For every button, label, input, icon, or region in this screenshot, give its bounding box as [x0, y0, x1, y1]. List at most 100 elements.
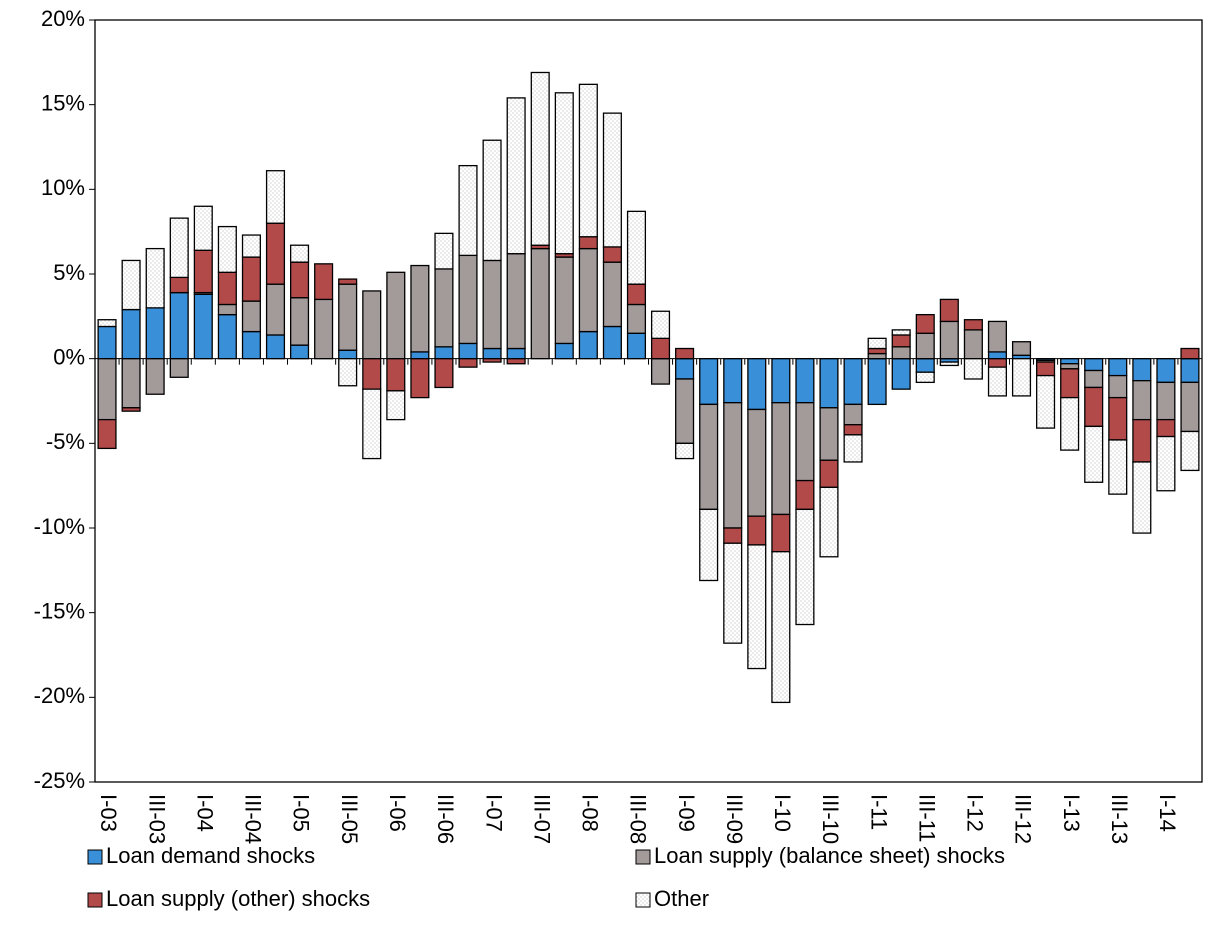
y-tick-label: 10% [41, 175, 85, 200]
bar-segment [578, 236, 598, 250]
bar-segment [169, 217, 189, 279]
bar-segment [482, 259, 502, 350]
bar-segment [1156, 381, 1176, 421]
bar-segment [193, 249, 213, 294]
bar-segment [602, 325, 622, 360]
bar-segment [891, 346, 911, 360]
bar-segment [241, 234, 261, 258]
legend-swatch [635, 892, 651, 908]
bar-segment [602, 246, 622, 263]
bar-segment [265, 222, 286, 285]
x-tick-label: III-05 [337, 794, 362, 844]
bar-segment [819, 486, 839, 558]
bar-segment [867, 358, 887, 406]
bar-segment [265, 334, 286, 360]
bar-segment [723, 358, 743, 404]
bar-segment [1108, 358, 1128, 377]
bar-segment [867, 337, 887, 350]
x-tick-label: III-06 [433, 794, 458, 844]
bar-segment [434, 268, 454, 348]
bar-segment [626, 332, 647, 360]
bar-segment [217, 225, 237, 273]
bar-segment [723, 527, 743, 544]
bar-segment [482, 347, 502, 360]
bar-segment [578, 247, 598, 333]
bar-segment [771, 513, 791, 553]
x-tick-label: III-12 [1011, 794, 1036, 844]
bar-segment [1084, 369, 1104, 389]
bar-segment [217, 313, 237, 360]
bar-segment [458, 164, 478, 257]
bar-segment [819, 407, 839, 461]
bar-segment [1180, 358, 1200, 384]
bar-segment [290, 344, 310, 360]
bar-segment [410, 358, 430, 399]
bar-segment [1132, 461, 1152, 534]
bar-segment [193, 205, 213, 251]
legend-swatch [87, 892, 103, 908]
bar-segment [458, 358, 478, 368]
bar-segment [675, 347, 695, 360]
x-tick-label: III-07 [529, 794, 554, 844]
bar-segment [121, 259, 141, 311]
bar-segment [169, 291, 189, 360]
bar-segment [145, 307, 165, 360]
bar-segment [891, 329, 911, 336]
x-tick-label: I-07 [481, 794, 506, 832]
bar-segment [362, 290, 382, 360]
bar-segment [386, 358, 406, 392]
bar-segment [338, 358, 358, 387]
bar-segment [1108, 374, 1128, 399]
bar-segment [843, 424, 863, 436]
bar-segment [265, 170, 286, 224]
y-tick-label: 5% [53, 260, 85, 285]
bar-segment [650, 310, 671, 339]
bar-segment [121, 308, 141, 360]
bar-segment [723, 542, 743, 644]
bar-segment [747, 358, 767, 411]
x-tick-label: III-11 [914, 794, 939, 843]
x-tick-label: I-14 [1155, 794, 1180, 832]
bar-segment [1156, 358, 1176, 384]
bar-segment [987, 320, 1007, 353]
legend-swatch [87, 849, 103, 865]
bar-segment [97, 319, 117, 328]
bar-segment [843, 434, 863, 463]
bar-segment [747, 515, 767, 546]
legend-label: Loan demand shocks [106, 843, 315, 868]
bar-segment [1180, 347, 1200, 360]
bar-segment [217, 271, 237, 306]
plot-frame [94, 19, 1203, 783]
bar-segment [891, 334, 911, 348]
x-tick-label: III-04 [241, 794, 266, 844]
bar-segment [434, 346, 454, 360]
bar-segment [699, 508, 719, 582]
bar-segment [530, 247, 550, 360]
x-tick-label: III-09 [722, 794, 747, 844]
bar-segment [290, 244, 310, 263]
x-tick-label: I-04 [192, 794, 217, 832]
bar-segment [650, 337, 671, 360]
bar-segment [987, 351, 1007, 360]
bar-segment [1180, 430, 1200, 472]
bar-segment [1036, 361, 1056, 377]
bar-segment [145, 358, 165, 395]
bar-segment [169, 358, 189, 378]
bar-segment [482, 358, 502, 363]
legend-label: Loan supply (other) shocks [106, 886, 370, 911]
bar-segment [554, 256, 574, 345]
bar-segment [554, 342, 574, 360]
bar-segment [1108, 396, 1128, 441]
bar-segment [1011, 358, 1032, 397]
bar-segment [771, 551, 791, 704]
bar-segment [771, 358, 791, 404]
y-tick-label: 0% [53, 344, 85, 369]
x-tick-label: I-06 [385, 794, 410, 832]
bar-segment [602, 261, 622, 328]
bar-segment [386, 271, 406, 360]
bar-segment [578, 330, 598, 360]
bar-segment [891, 358, 911, 390]
bar-segment [771, 402, 791, 516]
bar-segment [338, 278, 358, 285]
